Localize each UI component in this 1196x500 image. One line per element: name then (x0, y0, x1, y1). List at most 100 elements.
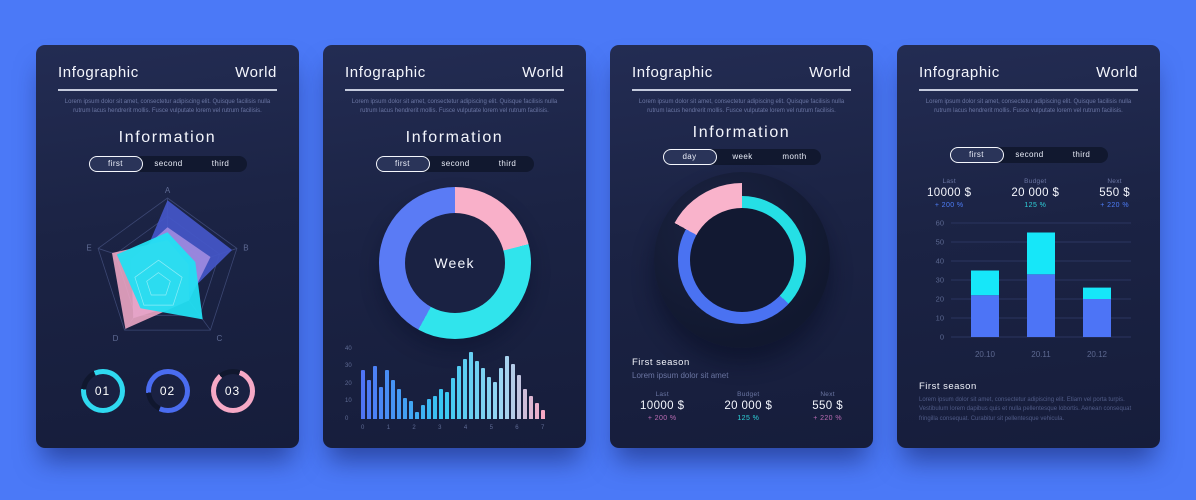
stat-budget: Budget 20 000 $ 125 % (1011, 178, 1059, 209)
donut-hole (689, 207, 794, 312)
section-title: Information (405, 128, 504, 146)
bar (529, 395, 533, 419)
tab-third[interactable]: third (195, 156, 247, 172)
tab-first[interactable]: first (949, 146, 1004, 163)
card-brand: World (522, 64, 564, 81)
season-paragraph: Lorem ipsum dolor sit amet, consectetur … (919, 396, 1132, 422)
card-brand: World (809, 64, 851, 81)
week-donut-chart: Week (378, 186, 531, 339)
season-subtitle: Lorem ipsum dolor sit amet (632, 370, 729, 380)
weekly-bar-chart: 40 30 20 10 0 0 1 2 3 4 5 6 7 (345, 345, 564, 443)
card-brand: World (235, 64, 277, 81)
radar-inner-wire (134, 259, 183, 306)
radar-inner-wire (146, 271, 171, 295)
stat-budget: Budget 20 000 $ 125 % (724, 391, 772, 422)
y-tick-label: 40 (345, 345, 352, 352)
season-block: First season Lorem ipsum dolor sit amet (632, 357, 851, 380)
donut-center: Week (404, 212, 505, 313)
ring-inner: 02 (150, 373, 185, 408)
stat-delta: + 220 % (1100, 201, 1129, 209)
infographic-card-week: Infographic World Lorem ipsum dolor sit … (323, 45, 586, 448)
x-tick-label: 2 (412, 424, 416, 431)
stat-value: 20 000 $ (724, 399, 773, 412)
card-title: Infographic (632, 64, 713, 81)
x-tick-label: 7 (541, 424, 545, 431)
y-tick-label: 50 (936, 237, 944, 246)
bar (517, 374, 521, 419)
tab-second[interactable]: second (1004, 147, 1056, 163)
x-tick-label: 3 (438, 424, 442, 431)
bar-primary (971, 294, 999, 337)
y-tick-label: 30 (345, 363, 352, 370)
bar (391, 380, 395, 419)
bar (457, 366, 461, 419)
stat-label: Next (1107, 177, 1122, 185)
stat-next: Next 550 $ + 220 % (1099, 178, 1130, 209)
y-tick-label: 10 (936, 313, 944, 322)
progress-rings: 01 02 03 (58, 368, 277, 413)
ring-01-label: 01 (94, 383, 111, 398)
stat-value: 10000 $ (640, 399, 685, 412)
stat-value: 10000 $ (927, 186, 972, 199)
season-donut-chart (653, 171, 830, 348)
bar-primary (1027, 273, 1055, 337)
y-tick-label: 30 (936, 275, 944, 284)
stat-label: Last (942, 177, 956, 185)
bar (361, 369, 365, 419)
ring-inner: 01 (85, 373, 120, 408)
bar (463, 359, 467, 419)
radar-svg: A B C D E (86, 186, 248, 343)
tab-first[interactable]: first (88, 155, 143, 172)
tab-second[interactable]: second (143, 156, 195, 172)
intro-text: Lorem ipsum dolor sit amet, consectetur … (64, 99, 271, 115)
card-title: Infographic (58, 64, 139, 81)
tab-third[interactable]: third (482, 156, 534, 172)
bar (505, 355, 509, 419)
bar (415, 411, 419, 419)
tab-first[interactable]: first (375, 155, 430, 172)
stat-value: 550 $ (812, 399, 843, 412)
stat-label: Last (655, 390, 669, 398)
y-tick-label: 10 (345, 398, 352, 405)
bar-secondary (1083, 287, 1111, 299)
y-tick-label: 0 (940, 332, 944, 341)
x-tick-label: 5 (489, 424, 493, 431)
bar (487, 376, 491, 419)
stacked-bar-chart: 60 50 40 30 20 10 0 20.10 20.11 20.12 (919, 217, 1138, 372)
tab-bar: first second third (88, 155, 247, 172)
tab-second[interactable]: second (430, 156, 482, 172)
section-title: Information (118, 128, 217, 146)
progress-ring-03: 03 (210, 368, 255, 413)
radar-axis-label: E (86, 243, 91, 252)
bar-primary (1083, 298, 1111, 337)
donut-center-label: Week (434, 254, 475, 271)
card-title: Infographic (345, 64, 426, 81)
bar-secondary (1027, 232, 1055, 274)
stat-next: Next 550 $ + 220 % (812, 391, 843, 422)
tab-week[interactable]: week (717, 149, 769, 165)
bar (493, 381, 497, 419)
x-tick-label: 20.11 (1031, 350, 1051, 359)
bar (421, 404, 425, 419)
bar (379, 387, 383, 419)
y-tick-label: 40 (936, 256, 944, 265)
card-brand: World (1096, 64, 1138, 81)
card-header: Infographic World (58, 61, 277, 91)
stats-row: Last 10000 $ + 200 % Budget 20 000 $ 125… (919, 178, 1138, 209)
radar-grid (97, 197, 238, 331)
tab-third[interactable]: third (1056, 147, 1108, 163)
y-tick-label: 0 (345, 415, 349, 422)
stacked-svg: 60 50 40 30 20 10 0 20.10 20.11 20.12 (936, 218, 1131, 359)
tab-day[interactable]: day (662, 148, 717, 165)
stat-delta: + 220 % (813, 414, 842, 422)
bar (469, 352, 473, 419)
stat-delta: + 200 % (934, 201, 964, 209)
card-header: Infographic World (919, 61, 1138, 91)
x-tick-label: 0 (361, 424, 365, 431)
infographic-card-season: Infographic World Lorem ipsum dolor sit … (610, 45, 873, 448)
tab-month[interactable]: month (769, 149, 821, 165)
stat-delta: 125 % (1024, 201, 1047, 209)
bar (451, 378, 455, 419)
bar (499, 367, 503, 419)
bar-secondary (971, 270, 999, 295)
